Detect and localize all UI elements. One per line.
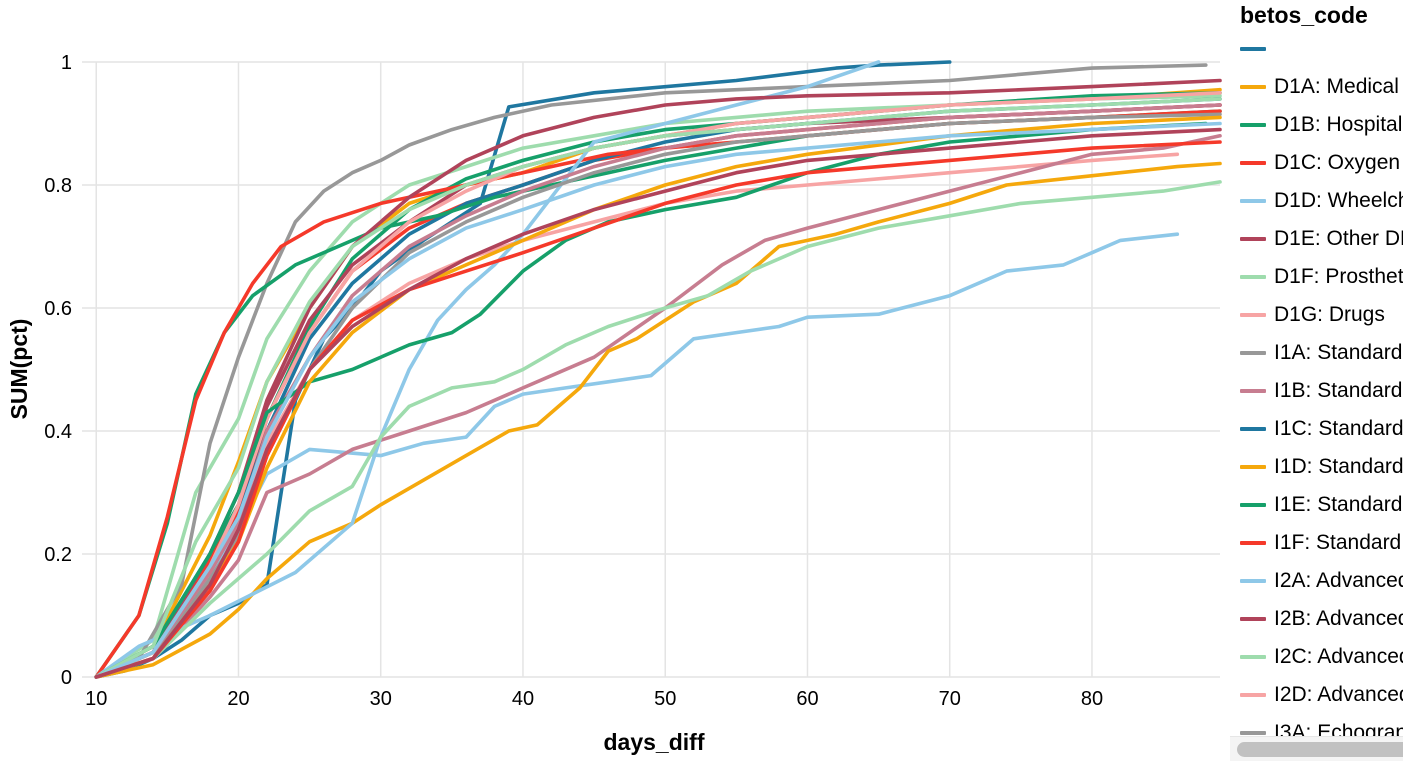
axis-ticks: 0 0.2 0.4 0.6 0.8 1 10 20 30 40 50 60 70 80 [44,52,1103,710]
series-line-23[interactable] [94,97,1222,679]
legend-item[interactable]: I1B: Standard [1240,372,1403,410]
x-tick-label: 40 [512,688,534,710]
series-line-18[interactable] [94,91,1222,679]
legend-label: I1E: Standard [1274,493,1403,516]
legend-item[interactable]: D1B: Hospital [1240,106,1403,144]
series-line-10[interactable] [94,134,1222,679]
y-tick-label: 0 [61,667,72,689]
series-line-7[interactable] [94,94,1222,679]
legend-item[interactable]: D1D: Wheelchairs [1240,182,1403,220]
grid [82,61,1220,678]
x-tick-label: 50 [654,688,676,710]
legend-label: I2C: Advanced [1274,645,1403,668]
legend-swatch [1240,313,1266,317]
legend-swatch [1240,503,1266,507]
legend-item[interactable]: I1E: Standard [1240,486,1403,524]
series-line-20[interactable] [94,103,1222,679]
legend-swatch [1240,47,1266,51]
series-line-15[interactable] [94,60,881,679]
legend-label: D1D: Wheelchairs [1274,189,1403,212]
legend-item[interactable] [1240,30,1403,68]
legend-swatch [1240,275,1266,279]
legend-label: D1F: Prosthetics [1274,265,1403,288]
legend-label: I2A: Advanced [1274,569,1403,592]
legend-swatch [1240,351,1266,355]
legend-swatch [1240,161,1266,165]
legend-item[interactable]: D1F: Prosthetics [1240,258,1403,296]
legend-label: I1A: Standard [1274,341,1403,364]
series-line-13[interactable] [94,109,1222,679]
legend[interactable]: betos_code D1A: Medical D1B: Hospital D1C:… [1222,0,1403,764]
legend-item[interactable]: I1C: Standard [1240,410,1403,448]
series-line-24[interactable] [94,140,1222,679]
legend-list: D1A: Medical D1B: Hospital D1C: Oxygen D1D:… [1240,30,1403,752]
x-axis-title: days_diff [604,729,705,755]
series-line-8[interactable] [94,152,1180,679]
y-axis-title: SUM(pct) [6,319,32,420]
legend-label: D1G: Drugs [1274,303,1385,326]
legend-label: I1C: Standard [1274,417,1403,440]
series-line-14[interactable] [94,109,1222,679]
x-tick-label: 60 [796,688,818,710]
legend-item[interactable]: I1F: Standard [1240,524,1403,562]
x-tick-label: 80 [1081,688,1103,710]
legend-label: I2B: Advanced [1274,607,1403,630]
x-tick-label: 70 [939,688,961,710]
legend-swatch [1240,389,1266,393]
legend-item[interactable]: I2D: Advanced [1240,676,1403,714]
legend-item[interactable]: I1D: Standard [1240,448,1403,486]
series-line-12[interactable] [94,161,1222,679]
x-tick-label: 30 [370,688,392,710]
legend-item[interactable]: I1A: Standard [1240,334,1403,372]
legend-label: I1D: Standard [1274,455,1403,478]
series-line-5[interactable] [94,232,1180,679]
legend-item[interactable]: D1G: Drugs [1240,296,1403,334]
legend-swatch [1240,541,1266,545]
legend-swatch [1240,237,1266,241]
legend-item[interactable]: D1A: Medical [1240,68,1403,106]
y-tick-label: 1 [61,52,72,74]
legend-item[interactable]: D1E: Other DME [1240,220,1403,258]
y-tick-label: 0.6 [44,298,72,320]
legend-label: D1A: Medical [1274,75,1399,98]
legend-label: I1F: Standard [1274,531,1402,554]
series-line-25[interactable] [94,121,1222,679]
series-lines [94,60,1222,679]
legend-swatch [1240,465,1266,469]
y-tick-label: 0.8 [44,175,72,197]
legend-title: betos_code [1240,2,1368,28]
legend-swatch [1240,579,1266,583]
legend-item[interactable]: D1C: Oxygen [1240,144,1403,182]
legend-swatch [1240,617,1266,621]
legend-item[interactable]: I2B: Advanced [1240,600,1403,638]
legend-swatch [1240,199,1266,203]
legend-label: I2D: Advanced [1274,683,1403,706]
series-line-21[interactable] [94,121,1208,679]
x-tick-label: 10 [85,688,107,710]
y-tick-label: 0.4 [44,421,72,443]
legend-label: D1C: Oxygen [1274,151,1401,174]
line-chart: 0 0.2 0.4 0.6 0.8 1 10 20 30 40 50 60 70 80 days_diff… [6,52,1222,755]
legend-item[interactable]: I2A: Advanced [1240,562,1403,600]
legend-label: D1B: Hospital [1274,113,1403,136]
legend-swatch [1240,693,1266,697]
series-line-17[interactable] [94,180,1222,679]
series-line-19[interactable] [94,112,1222,679]
legend-label: I1B: Standard [1274,379,1403,402]
legend-swatch [1240,655,1266,659]
legend-swatch [1240,123,1266,127]
series-line-26[interactable] [94,127,1222,679]
legend-swatch [1240,427,1266,431]
y-tick-label: 0.2 [44,544,72,566]
legend-swatch [1240,85,1266,89]
legend-scrollbar-thumb[interactable] [1237,742,1403,757]
x-tick-label: 20 [227,688,249,710]
legend-swatch [1240,731,1266,735]
legend-label: D1E: Other DME [1274,227,1403,250]
legend-scrollbar[interactable] [1230,736,1403,761]
legend-item[interactable]: I2C: Advanced [1240,638,1403,676]
